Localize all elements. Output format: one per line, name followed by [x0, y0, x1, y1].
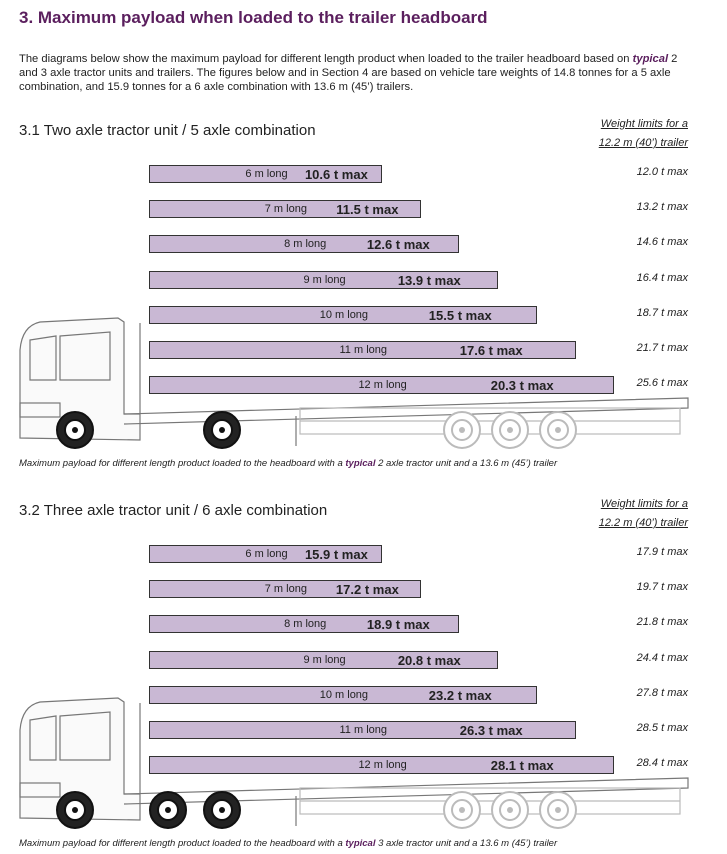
max-label: 23.2 t max — [428, 687, 492, 703]
max-label: 20.3 t max — [490, 378, 554, 394]
weight-limit: 19.7 t max — [636, 581, 688, 594]
bar: 6 m long 10.6 t max — [149, 165, 382, 183]
section-heading: 3.1 Two axle tractor unit / 5 axle combi… — [19, 122, 316, 139]
length-label: 10 m long — [319, 308, 369, 321]
truck-drawing — [19, 317, 689, 449]
bar: 7 m long 17.2 t max — [149, 580, 421, 599]
bar: 10 m long 23.2 t max — [149, 685, 537, 704]
length-label: 7 m long — [264, 583, 307, 596]
bar: 11 m long 17.6 t max — [149, 341, 576, 359]
max-label: 13.9 t max — [397, 272, 461, 288]
weight-limit: 21.7 t max — [636, 342, 688, 354]
caption-text: Maximum payload for different length pro… — [19, 458, 346, 469]
max-label: 26.3 t max — [459, 723, 523, 738]
section: 3.1 Two axle tractor unit / 5 axle combi… — [0, 118, 727, 488]
intro-text: The diagrams below show the maximum payl… — [19, 53, 633, 65]
bar: 8 m long 18.9 t max — [149, 615, 460, 634]
max-label: 17.2 t max — [335, 582, 399, 598]
bar: 6 m long 15.9 t max — [149, 545, 382, 563]
weight-limit: 28.4 t max — [636, 757, 688, 770]
bar: 9 m long 20.8 t max — [149, 650, 499, 669]
bar: 12 m long 28.1 t max — [149, 756, 615, 775]
length-label: 6 m long — [245, 168, 288, 180]
weight-limit: 17.9 t max — [636, 546, 688, 558]
max-label: 15.5 t max — [428, 307, 492, 323]
length-label: 9 m long — [303, 653, 346, 666]
length-label: 10 m long — [319, 688, 369, 701]
weight-limit: 13.2 t max — [636, 201, 688, 214]
weight-header: Weight limits for a — [600, 498, 688, 510]
bar: 9 m long 13.9 t max — [149, 270, 499, 289]
weight-limit: 16.4 t max — [636, 271, 688, 284]
weight-limit: 28.5 t max — [636, 722, 688, 734]
max-label: 12.6 t max — [366, 237, 430, 253]
weight-header: 12.2 m (40’) trailer — [598, 517, 688, 529]
length-label: 12 m long — [358, 759, 407, 772]
length-label: 7 m long — [264, 203, 307, 216]
length-label: 8 m long — [284, 618, 327, 631]
length-label: 11 m long — [339, 724, 388, 736]
title: 3. Maximum payload when loaded to the tr… — [19, 8, 488, 27]
max-label: 28.1 t max — [490, 758, 554, 774]
max-label: 17.6 t max — [459, 343, 523, 358]
length-label: 8 m long — [284, 238, 327, 251]
max-label: 18.9 t max — [366, 617, 430, 633]
caption: Maximum payload for different length pro… — [19, 458, 557, 469]
section-heading: 3.2 Three axle tractor unit / 6 axle com… — [19, 502, 328, 519]
section: 3.2 Three axle tractor unit / 6 axle com… — [0, 498, 727, 854]
caption-text: Maximum payload for different length pro… — [19, 838, 346, 849]
max-label: 15.9 t max — [304, 547, 368, 562]
caption-text: 3 axle tractor unit and a 13.6 m (45’) t… — [375, 838, 558, 849]
max-label: 11.5 t max — [336, 202, 399, 218]
length-label: 9 m long — [303, 273, 346, 286]
intro: The diagrams below show the maximum payl… — [19, 52, 699, 94]
caption-emphasis: typical — [345, 458, 376, 469]
bar: 8 m long 12.6 t max — [149, 235, 460, 254]
weight-header: Weight limits for a — [600, 118, 688, 130]
truck-drawing — [19, 697, 689, 829]
intro-text: 2 and 3 axle tractor units and trailers.… — [19, 53, 678, 93]
weight-limit: 18.7 t max — [636, 306, 688, 319]
length-label: 11 m long — [339, 344, 388, 356]
weight-limit: 27.8 t max — [636, 686, 688, 699]
length-label: 12 m long — [358, 379, 407, 392]
bar: 10 m long 15.5 t max — [149, 305, 537, 324]
max-label: 20.8 t max — [397, 652, 461, 668]
caption: Maximum payload for different length pro… — [19, 838, 557, 849]
caption-emphasis: typical — [345, 838, 376, 849]
weight-limit: 21.8 t max — [636, 616, 688, 629]
weight-limit: 14.6 t max — [636, 236, 688, 249]
weight-limit: 25.6 t max — [636, 377, 688, 390]
caption-text: 2 axle tractor unit and a 13.6 m (45’) t… — [375, 458, 558, 469]
length-label: 6 m long — [245, 548, 288, 560]
max-label: 10.6 t max — [304, 167, 368, 182]
bar: 12 m long 20.3 t max — [149, 376, 615, 395]
weight-limit: 24.4 t max — [636, 651, 688, 664]
bar: 7 m long 11.5 t max — [149, 200, 421, 219]
weight-header: 12.2 m (40’) trailer — [598, 137, 688, 149]
weight-limit: 12.0 t max — [636, 166, 688, 178]
intro-emphasis: typical — [632, 53, 669, 65]
bar: 11 m long 26.3 t max — [149, 721, 576, 739]
